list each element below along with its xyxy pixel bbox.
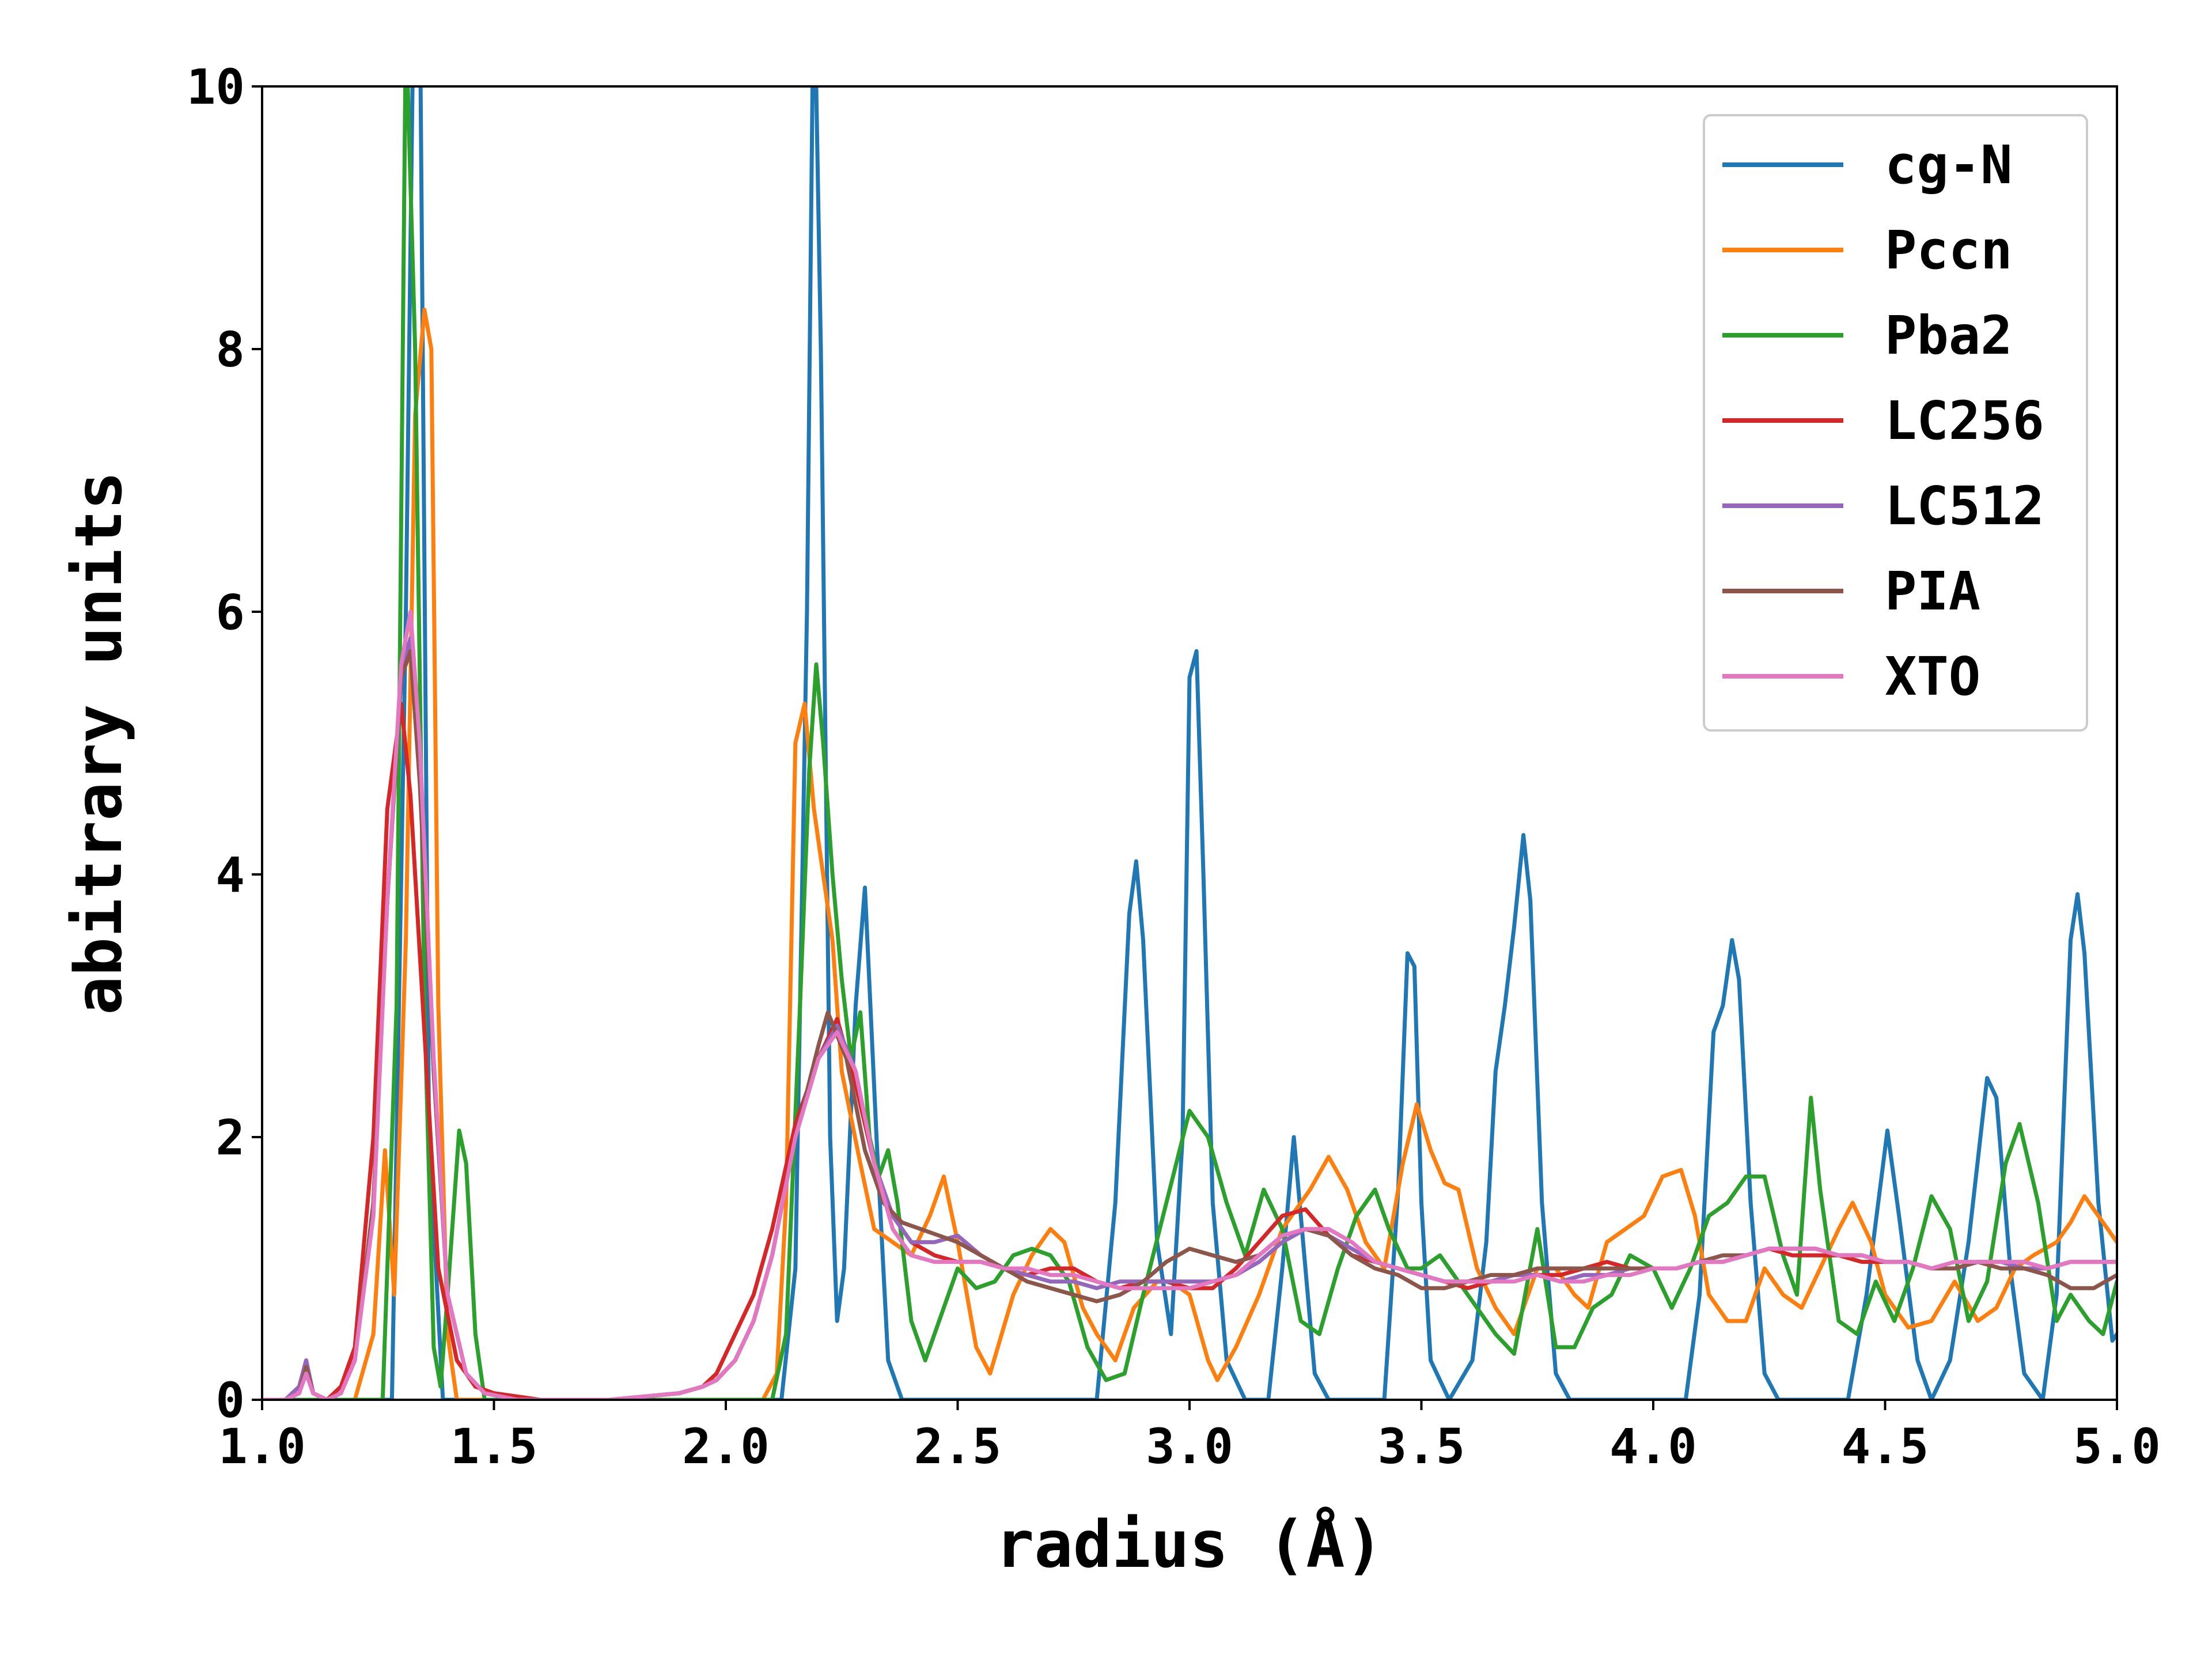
x-tick-label: 3.0 <box>1146 1418 1233 1475</box>
legend-label: LC512 <box>1885 475 2044 537</box>
legend-label: PIA <box>1885 560 1980 622</box>
y-tick-label: 2 <box>215 1109 245 1166</box>
legend-label: Pccn <box>1885 219 2013 281</box>
series-layer <box>262 86 2117 1400</box>
legend-label: LC256 <box>1885 390 2044 452</box>
legend-label: cg-N <box>1885 134 2013 196</box>
y-tick-label: 0 <box>215 1372 245 1429</box>
x-axis: 1.0 1.5 2.0 2.5 3.0 3.5 4.0 4.5 5.0 <box>218 1400 2161 1475</box>
series-line-pccn <box>262 308 2117 1400</box>
x-tick-label: 5.0 <box>2073 1418 2161 1475</box>
series-line-pba2 <box>262 86 2117 1400</box>
series-line-cg-n <box>262 86 2117 1400</box>
x-tick-label: 3.5 <box>1378 1418 1465 1475</box>
legend-label: Pba2 <box>1885 305 2013 366</box>
y-axis-title: abitrary units <box>62 471 137 1015</box>
y-tick-label: 8 <box>215 321 245 378</box>
y-tick-label: 10 <box>187 59 245 115</box>
x-tick-label: 4.0 <box>1609 1418 1697 1475</box>
legend-box <box>1703 114 2088 732</box>
legend-label: XTO <box>1885 646 1980 707</box>
x-tick-label: 2.5 <box>914 1418 1002 1475</box>
y-axis: 0 2 4 6 8 10 <box>187 59 262 1429</box>
x-tick-label: 1.0 <box>218 1418 306 1475</box>
x-tick-label: 4.5 <box>1842 1418 1929 1475</box>
y-tick-label: 4 <box>215 847 245 903</box>
legend: cg-N Pccn Pba2 LC256 LC512 PIA XTO <box>1703 114 2088 732</box>
x-tick-label: 2.0 <box>682 1418 770 1475</box>
x-tick-label: 1.5 <box>450 1418 538 1475</box>
series-line-xto <box>262 609 2117 1400</box>
y-tick-label: 6 <box>215 584 245 641</box>
x-axis-title: radius (Å) <box>995 1507 1384 1582</box>
